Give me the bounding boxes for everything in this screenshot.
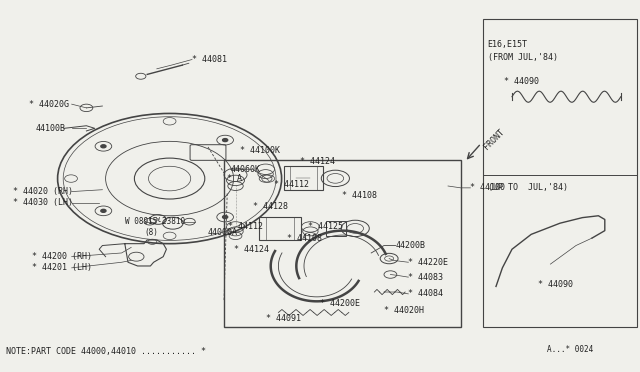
Text: 44100B: 44100B (35, 124, 65, 133)
Text: W: W (156, 217, 159, 222)
Text: 44000A: 44000A (208, 228, 238, 237)
Text: * 44020 (RH): * 44020 (RH) (13, 187, 73, 196)
Text: * 44108: * 44108 (287, 234, 322, 243)
Text: * 44200 (RH): * 44200 (RH) (32, 252, 92, 261)
Text: NOTE:PART CODE 44000,44010 ........... *: NOTE:PART CODE 44000,44010 ........... * (6, 347, 206, 356)
Text: W 08915-23810: W 08915-23810 (125, 217, 185, 226)
Bar (326, 221, 346, 236)
Text: 44200B: 44200B (396, 241, 426, 250)
Text: * 44220E: * 44220E (408, 258, 448, 267)
Text: * 44100K: * 44100K (240, 146, 280, 155)
Text: (UP TO  JUL,'84): (UP TO JUL,'84) (488, 183, 568, 192)
Text: * 44083: * 44083 (408, 273, 444, 282)
Text: (FROM JUL,'84): (FROM JUL,'84) (488, 53, 557, 62)
Text: * 44030 (LH): * 44030 (LH) (13, 198, 73, 207)
Text: 44060K: 44060K (230, 165, 260, 174)
Text: FRONT: FRONT (482, 128, 506, 151)
Text: * 44128: * 44128 (253, 202, 288, 211)
Text: * A: * A (227, 174, 242, 183)
Circle shape (223, 215, 228, 218)
Text: * 44200E: * 44200E (320, 299, 360, 308)
Text: * 44112: * 44112 (228, 222, 263, 231)
Text: * 44125: * 44125 (308, 222, 344, 231)
Bar (224, 160, 461, 327)
Text: (8): (8) (144, 228, 158, 237)
Text: * 44081: * 44081 (192, 55, 227, 64)
Text: * 44112: * 44112 (274, 180, 309, 189)
Text: * 44124: * 44124 (300, 157, 335, 166)
Bar (259, 217, 301, 240)
Circle shape (101, 209, 106, 212)
Text: * 44020G: * 44020G (29, 100, 69, 109)
Text: * 44084: * 44084 (408, 289, 444, 298)
Text: * 44100: * 44100 (470, 183, 506, 192)
Text: * 44020H: * 44020H (384, 306, 424, 315)
Text: A...* 0024: A...* 0024 (547, 345, 593, 354)
Bar (284, 166, 323, 190)
Circle shape (223, 139, 228, 142)
Text: * 44090: * 44090 (538, 280, 573, 289)
Text: * 44124: * 44124 (234, 246, 269, 254)
Text: * 44108: * 44108 (342, 191, 378, 200)
Bar (483, 19, 637, 327)
Text: * 44090: * 44090 (504, 77, 540, 86)
Text: E16,E15T: E16,E15T (488, 40, 528, 49)
Text: * 44091: * 44091 (266, 314, 301, 323)
Circle shape (101, 145, 106, 148)
Text: * 44201 (LH): * 44201 (LH) (32, 263, 92, 272)
